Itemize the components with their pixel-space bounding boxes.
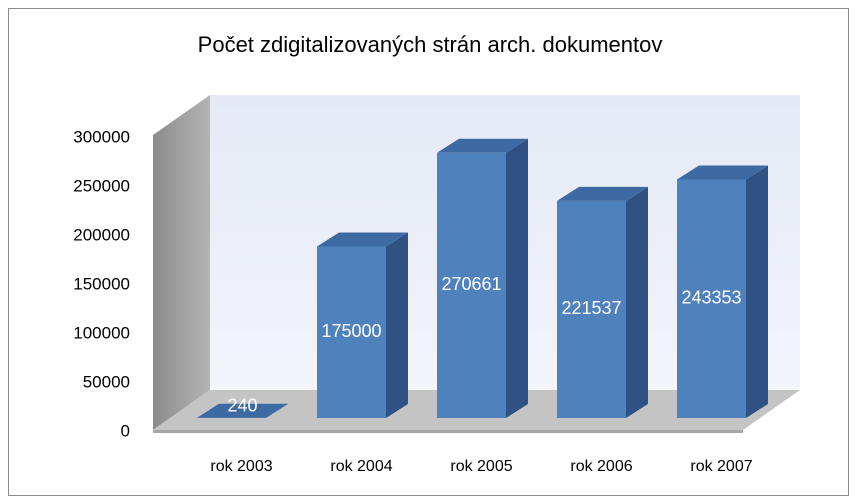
bar-top [557, 186, 648, 201]
bar [677, 179, 746, 418]
data-label: 221537 [561, 298, 621, 318]
data-label: 175000 [321, 321, 381, 341]
y-tick-label: 100000 [73, 323, 130, 342]
y-tick-label: 250000 [73, 176, 130, 195]
bar-top [317, 232, 408, 247]
bar [437, 152, 506, 419]
bar-side [506, 138, 528, 419]
bar-side [266, 403, 288, 418]
bar-side [386, 232, 408, 418]
bar-side [746, 165, 768, 418]
chart-title: Počet zdigitalizovaných strán arch. doku… [198, 32, 663, 57]
bar-top [197, 403, 288, 418]
y-tick-label: 300000 [73, 127, 130, 146]
y-tick-label: 200000 [73, 225, 130, 244]
x-tick-label: rok 2006 [570, 458, 632, 475]
bar [317, 246, 386, 418]
x-tick-label: rok 2003 [210, 458, 272, 475]
side-wall [153, 95, 210, 430]
data-label: 270661 [441, 274, 501, 294]
x-tick-label: rok 2004 [330, 458, 392, 475]
bar-top [677, 165, 768, 180]
y-tick-label: 150000 [73, 274, 130, 293]
data-label: 240 [227, 396, 257, 416]
bar-side [626, 186, 648, 418]
bar [557, 200, 626, 418]
y-tick-label: 0 [121, 421, 130, 440]
x-tick-label: rok 2007 [690, 458, 752, 475]
floor-edge [153, 430, 743, 433]
y-tick-label: 50000 [83, 372, 130, 391]
x-tick-label: rok 2005 [450, 458, 512, 475]
data-label: 243353 [681, 288, 741, 308]
bar-top [437, 138, 528, 153]
